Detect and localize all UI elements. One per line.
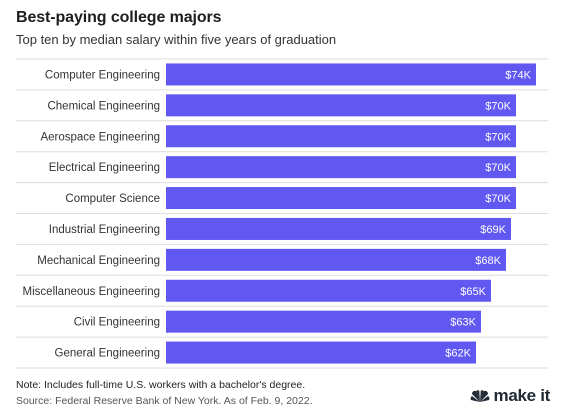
category-label: Electrical Engineering [49,162,160,174]
category-label: Aerospace Engineering [40,131,160,143]
bar [166,310,481,333]
bar [166,279,491,302]
bar [166,341,476,364]
data-label: $68K [475,255,501,267]
data-label: $70K [485,162,511,174]
chart-title: Best-paying college majors [16,9,222,26]
data-label: $70K [485,131,511,143]
data-label: $63K [450,317,476,329]
bar [166,156,516,179]
chart-subtitle: Top ten by median salary within five yea… [16,32,337,47]
footnote: Note: Includes full-time U.S. workers wi… [16,379,306,391]
data-label: $74K [505,69,531,81]
category-label: Chemical Engineering [47,100,160,112]
logo-text: make it [493,386,551,405]
category-label: General Engineering [55,348,161,360]
bar-chart: Computer Engineering $74K Chemical Enginee… [16,58,548,369]
make-it-logo: make it [470,386,551,406]
category-label: Mechanical Engineering [37,255,160,267]
bar [166,187,516,210]
category-label: Computer Engineering [45,69,160,81]
bar [166,248,506,271]
data-label: $65K [460,286,486,298]
category-label: Industrial Engineering [49,224,160,236]
data-label: $69K [480,224,506,236]
category-label: Miscellaneous Engineering [23,286,160,298]
category-label: Computer Science [65,193,160,205]
data-label: $70K [485,193,511,205]
source-note: Source: Federal Reserve Bank of New York… [16,395,313,407]
bar [166,94,516,117]
category-label: Civil Engineering [74,317,160,329]
bar [166,125,516,148]
bar [166,217,511,240]
data-label: $62K [445,348,471,360]
bar [166,63,536,86]
nbc-peacock-icon [470,389,489,402]
data-label: $70K [485,100,511,112]
